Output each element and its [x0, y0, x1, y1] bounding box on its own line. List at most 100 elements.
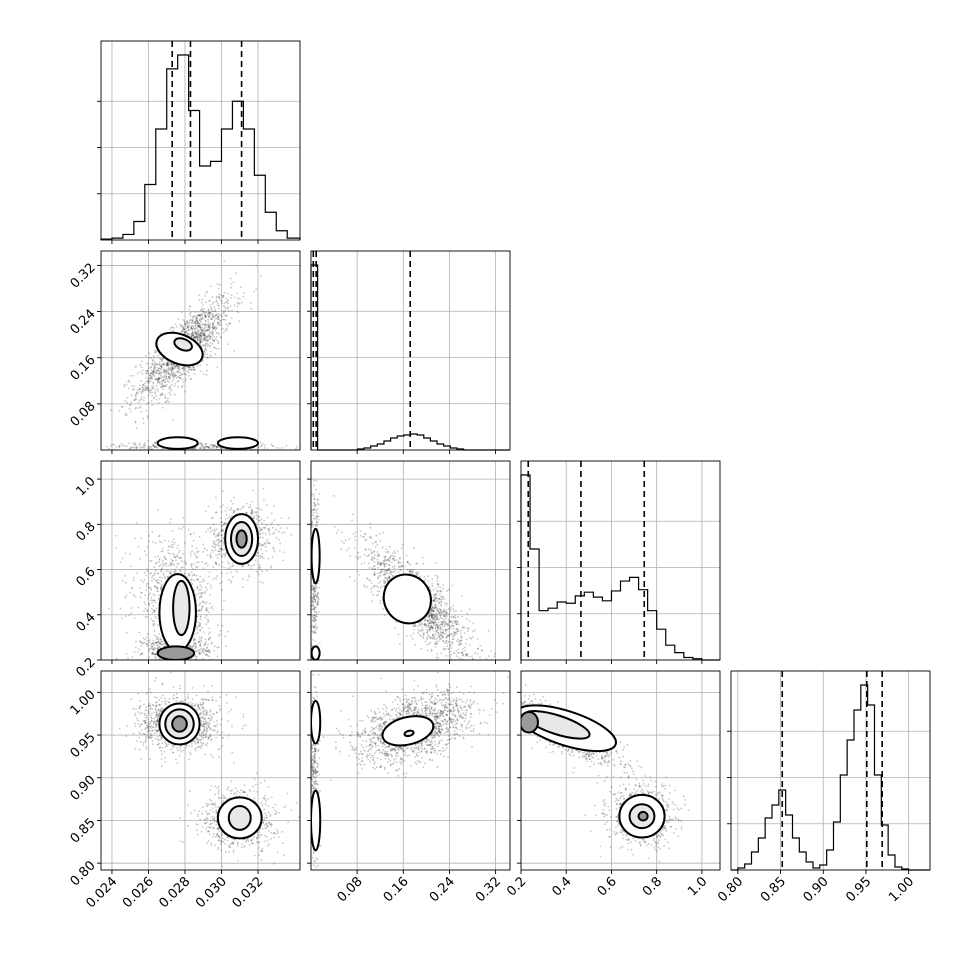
sample-point — [205, 373, 208, 376]
sample-point — [174, 569, 177, 571]
sample-point — [139, 587, 141, 590]
sample-point — [169, 521, 171, 524]
sample-point — [349, 575, 351, 578]
sample-point — [153, 653, 156, 656]
sample-point — [201, 313, 204, 316]
sample-point — [136, 391, 138, 394]
sample-point — [435, 597, 437, 600]
sample-point — [190, 658, 193, 660]
sample-point — [261, 543, 264, 546]
sample-point — [200, 334, 203, 336]
sample-point — [160, 366, 163, 368]
sample-point — [198, 535, 201, 538]
sample-point — [192, 568, 194, 570]
sample-point — [233, 496, 236, 499]
sample-point — [158, 633, 161, 635]
sample-point — [248, 574, 251, 576]
sample-point — [211, 446, 214, 449]
sample-point — [173, 541, 176, 544]
sample-point — [203, 337, 206, 340]
sample-point — [139, 596, 142, 599]
sample-point — [206, 340, 209, 343]
sample-point — [480, 649, 483, 652]
sample-point — [153, 443, 155, 446]
sample-point — [377, 560, 379, 563]
sample-point — [136, 372, 139, 374]
sample-point — [442, 629, 444, 631]
sample-point — [169, 366, 172, 369]
sample-point — [193, 552, 196, 555]
sample-point — [197, 329, 200, 332]
sample-point — [222, 296, 224, 299]
contour-line — [156, 436, 199, 450]
sample-point — [198, 314, 201, 317]
sample-point — [454, 620, 457, 623]
sample-point — [372, 551, 374, 553]
sample-point — [398, 557, 401, 560]
sample-point — [179, 557, 182, 559]
sample-point — [217, 332, 219, 334]
sample-point — [197, 330, 200, 333]
sample-point — [370, 551, 373, 553]
sample-point — [195, 326, 198, 329]
sample-point — [192, 334, 195, 337]
sample-point — [166, 364, 169, 367]
sample-point — [468, 608, 471, 611]
sample-point — [194, 642, 197, 645]
sample-point — [447, 628, 449, 631]
sample-point — [230, 297, 232, 299]
sample-point — [171, 374, 174, 376]
sample-point — [394, 551, 397, 554]
sample-point — [140, 392, 143, 395]
sample-point — [262, 581, 264, 584]
sample-point — [204, 563, 206, 565]
sample-point — [151, 652, 154, 654]
sample-point — [173, 385, 176, 387]
sample-point — [445, 615, 448, 617]
sample-point — [152, 620, 155, 623]
sample-point — [110, 444, 113, 447]
sample-point — [255, 518, 258, 520]
sample-point — [443, 623, 446, 626]
sample-point — [148, 367, 151, 369]
sample-point — [449, 610, 451, 613]
sample-point — [194, 647, 197, 649]
sample-point — [431, 626, 434, 629]
sample-point — [371, 559, 374, 562]
sample-point — [353, 580, 356, 582]
sample-point — [231, 309, 234, 312]
sample-point — [258, 526, 261, 529]
sample-point — [227, 578, 230, 581]
sample-point — [191, 574, 194, 577]
sample-point — [160, 365, 163, 368]
sample-point — [220, 547, 223, 550]
sample-point — [170, 370, 173, 372]
sample-point — [247, 506, 250, 509]
sample-point — [364, 548, 367, 551]
sample-point — [208, 571, 211, 573]
sample-point — [148, 445, 151, 448]
sample-point — [216, 445, 219, 447]
sample-point — [380, 585, 383, 588]
sample-point — [188, 305, 191, 307]
sample-point — [340, 548, 343, 551]
sample-point — [122, 444, 124, 447]
sample-point — [357, 556, 360, 559]
sample-point — [163, 385, 166, 387]
sample-point — [460, 639, 463, 642]
sample-point — [387, 559, 389, 561]
sample-point — [195, 322, 198, 325]
sample-point — [142, 422, 145, 425]
sample-point — [466, 612, 469, 615]
sample-point — [148, 535, 151, 537]
sample-point — [199, 338, 202, 340]
sample-point — [202, 329, 205, 331]
sample-point — [182, 367, 185, 369]
sample-point — [215, 296, 218, 299]
sample-point — [429, 629, 431, 632]
sample-point — [160, 393, 162, 396]
sample-point — [221, 549, 223, 552]
sample-point — [432, 599, 435, 602]
sample-point — [186, 325, 189, 327]
sample-point — [437, 633, 440, 636]
